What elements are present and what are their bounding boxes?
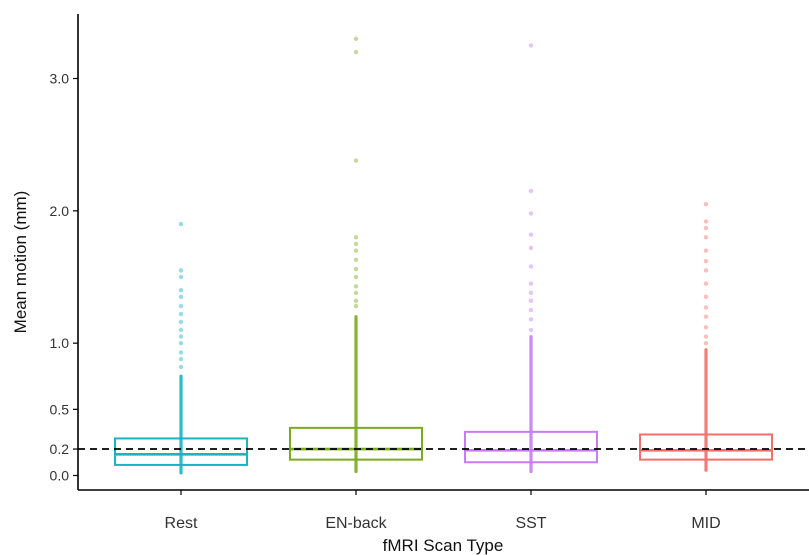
outlier-point: [528, 232, 534, 237]
outlier-point: [178, 221, 184, 227]
outlier-point: [353, 274, 359, 280]
outlier-point: [703, 248, 709, 253]
outlier-point: [178, 327, 184, 333]
y-tick-label: 1.0: [50, 335, 70, 351]
x-axis-title: fMRI Scan Type: [383, 536, 504, 555]
y-tick-label: 0.2: [50, 441, 70, 457]
outlier-point: [703, 334, 709, 339]
y-tick-label: 0.0: [50, 468, 70, 484]
plot-area: [78, 36, 809, 475]
outlier-point: [703, 314, 709, 319]
outlier-point: [353, 158, 359, 163]
box-mid: [639, 433, 773, 461]
outlier-point: [178, 364, 184, 370]
box-en-back: [289, 426, 423, 461]
x-tick-label-rest: Rest: [165, 515, 198, 532]
outlier-point: [528, 43, 534, 48]
x-tick-label-en-back: EN-back: [325, 515, 387, 532]
outlier-point: [703, 281, 709, 286]
outlier-point: [528, 264, 534, 269]
outlier-point: [703, 340, 709, 346]
x-tick-label-sst: SST: [515, 515, 546, 532]
outlier-point: [353, 303, 359, 309]
outlier-point: [178, 340, 184, 346]
x-tick-label-mid: MID: [691, 515, 720, 532]
outlier-point: [528, 188, 534, 194]
outlier-point: [528, 327, 534, 333]
outlier-point: [353, 235, 359, 240]
outlier-point: [353, 298, 359, 304]
outlier-point: [353, 290, 359, 296]
y-axis-title: Mean motion (mm): [11, 191, 30, 334]
outlier-point: [178, 350, 184, 355]
outlier-point: [178, 319, 184, 325]
outlier-point: [178, 288, 184, 293]
outlier-point: [703, 294, 709, 300]
outlier-point: [528, 211, 534, 216]
outlier-point: [528, 317, 534, 322]
y-tick-label: 3.0: [50, 71, 70, 87]
outlier-point: [703, 225, 709, 231]
outlier-point: [178, 356, 184, 362]
outlier-point: [353, 284, 359, 289]
outlier-point: [353, 266, 359, 272]
box-sst: [464, 430, 598, 464]
outlier-point: [178, 268, 184, 273]
outlier-point: [178, 334, 184, 339]
box-rest: [114, 437, 248, 466]
outlier-point: [703, 325, 709, 330]
y-tick-label: 2.0: [50, 203, 70, 219]
outlier-point: [353, 36, 359, 41]
outlier-point: [528, 298, 534, 304]
box-group-en-back: [289, 36, 423, 474]
box-group-sst: [464, 43, 598, 474]
axes: 0.0 0.2 0.5 1.0 2.0 3.0 Rest EN-back SST MID: [50, 14, 809, 532]
outlier-point: [353, 49, 359, 55]
outlier-point: [528, 245, 534, 251]
box-group-rest: [114, 221, 248, 475]
outlier-point: [528, 290, 534, 296]
outlier-point: [703, 235, 709, 240]
box-group-mid: [639, 202, 773, 472]
outlier-point: [528, 307, 534, 313]
outlier-point: [178, 294, 184, 300]
outlier-point: [528, 281, 534, 286]
y-tick-label: 0.5: [50, 401, 70, 417]
outlier-point: [703, 202, 709, 207]
outlier-point: [703, 258, 709, 264]
outlier-point: [703, 305, 709, 310]
outlier-point: [703, 219, 709, 224]
outlier-point: [178, 311, 184, 317]
outlier-point: [353, 241, 359, 247]
outlier-point: [178, 303, 184, 309]
outlier-point: [178, 274, 184, 280]
outlier-point: [353, 248, 359, 253]
outlier-point: [703, 268, 709, 273]
outlier-point: [353, 257, 359, 262]
